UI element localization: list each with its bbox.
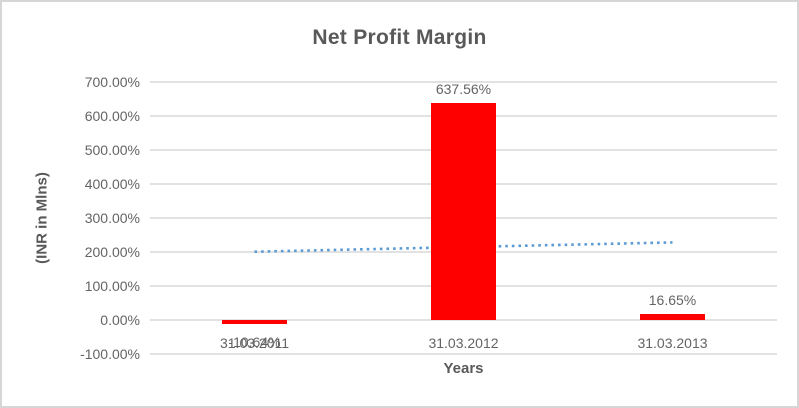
bar-31.03.2012[interactable]: [431, 103, 496, 320]
x-tick-label: 31.03.2011: [219, 335, 290, 351]
y-tick-label: 0.00%: [100, 312, 140, 328]
x-tick-label: 31.03.2012: [428, 335, 499, 351]
data-label: 637.56%: [435, 81, 492, 98]
y-tick-label: 700.00%: [84, 74, 140, 90]
chart-title: Net Profit Margin: [312, 26, 487, 49]
y-tick-label: 100.00%: [84, 278, 140, 294]
y-tick-label: -100.00%: [80, 346, 140, 362]
bar-31.03.2011[interactable]: [222, 320, 287, 324]
y-tick-label: 600.00%: [84, 108, 140, 124]
data-label: -10.64%: [228, 333, 281, 350]
data-label: 16.65%: [648, 292, 697, 309]
y-tick-label: 300.00%: [84, 210, 140, 226]
y-tick-label: 400.00%: [84, 176, 140, 192]
y-tick-label: 500.00%: [84, 142, 140, 158]
y-tick-label: 200.00%: [84, 244, 140, 260]
bar-31.03.2013[interactable]: [640, 314, 705, 320]
x-tick-label: 31.03.2013: [637, 335, 708, 351]
x-axis-title: Years: [443, 360, 484, 377]
